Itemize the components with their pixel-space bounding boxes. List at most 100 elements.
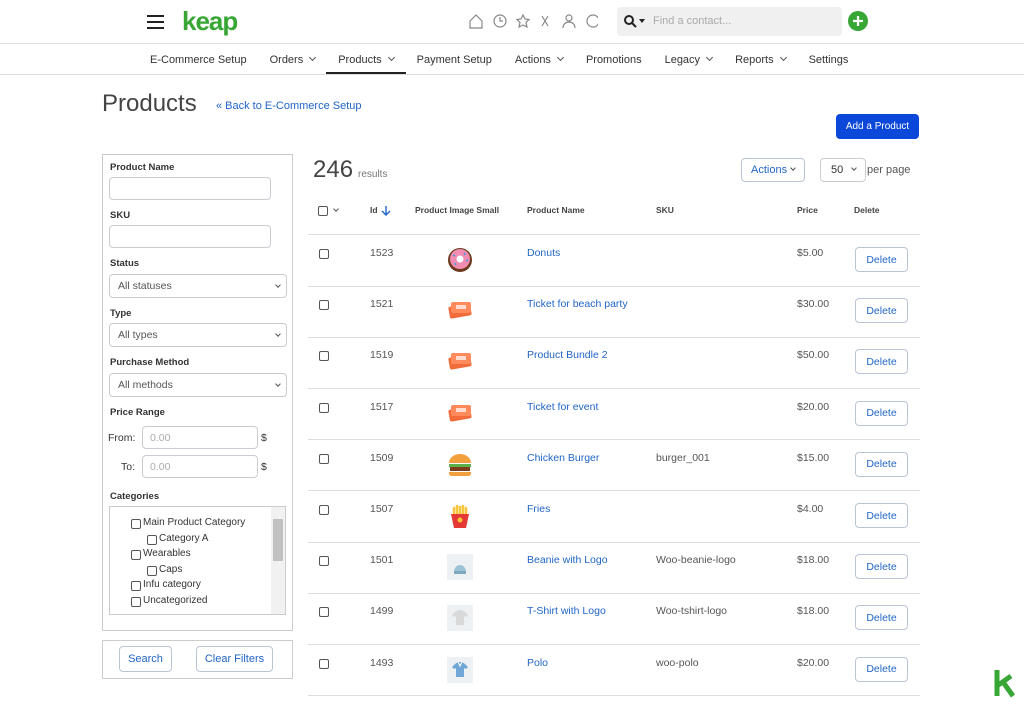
delete-button[interactable]: Delete [855, 349, 908, 375]
product-id: 1501 [370, 554, 394, 567]
nav-item[interactable]: Reports [735, 44, 787, 75]
product-name[interactable]: Donuts [527, 247, 561, 259]
product-name[interactable]: T-Shirt with Logo [527, 605, 606, 618]
product-image [448, 353, 472, 370]
product-id: 1499 [370, 605, 394, 618]
nav-label: Orders [269, 53, 304, 66]
active-underline [326, 72, 406, 74]
checkbox[interactable] [147, 565, 157, 576]
checkbox[interactable] [131, 550, 141, 561]
text-input[interactable] [109, 225, 271, 248]
clear-button[interactable]: Clear Filters [196, 646, 273, 672]
text-input[interactable] [109, 373, 287, 397]
price-placeholder: 0.00 [150, 432, 171, 444]
product-name[interactable]: Ticket for event [527, 400, 599, 413]
filter-label: SKU [110, 210, 131, 221]
back-link[interactable]: « Back to E-Commerce Setup [216, 100, 362, 112]
delete-button[interactable]: Delete [855, 656, 908, 682]
add-button[interactable]: Add a Product [836, 114, 919, 139]
row-divider [308, 387, 920, 389]
delete-button[interactable]: Delete [855, 554, 908, 580]
nav-label: Settings [808, 53, 849, 66]
product-image [447, 605, 473, 632]
logo: keap [182, 6, 238, 36]
scroll-thumb[interactable] [273, 519, 283, 561]
row-divider [308, 336, 920, 338]
delete-button[interactable]: Delete [855, 298, 908, 324]
menu-icon[interactable] [147, 15, 165, 29]
search-button[interactable]: Search [119, 646, 172, 672]
checkbox[interactable] [147, 534, 157, 545]
select-value: All types [118, 329, 158, 341]
result-count: 246 [313, 156, 354, 183]
nav-item[interactable]: Promotions [586, 44, 642, 75]
text-input[interactable] [142, 426, 258, 449]
delete-button[interactable]: Delete [855, 451, 908, 477]
checkbox[interactable] [319, 453, 329, 464]
row-divider [308, 643, 920, 645]
add-icon[interactable] [848, 11, 868, 31]
checkbox[interactable] [319, 556, 329, 567]
checkbox[interactable] [319, 402, 329, 413]
checkbox[interactable] [319, 300, 329, 311]
product-image [448, 248, 472, 272]
text-input[interactable] [109, 274, 287, 298]
checkbox[interactable] [319, 351, 329, 362]
search-box[interactable] [617, 7, 842, 36]
filter-label: Type [110, 308, 132, 319]
chevron [333, 206, 339, 212]
product-price: $18.00 [797, 554, 830, 567]
column-header: Product Image Small [415, 205, 500, 215]
product-image [448, 302, 472, 319]
checkbox[interactable] [319, 658, 329, 669]
nav-item[interactable]: Actions [515, 44, 564, 75]
filter-actions [102, 640, 293, 679]
actions-button[interactable]: Actions [741, 158, 805, 182]
nav-item[interactable]: E-Commerce Setup [150, 44, 247, 75]
product-name[interactable]: Ticket for beach party [527, 298, 628, 311]
checkbox[interactable] [319, 505, 329, 515]
checkbox[interactable] [318, 206, 328, 216]
product-name[interactable]: Polo [527, 656, 549, 669]
select-value: All methods [118, 379, 173, 391]
text-input[interactable] [109, 177, 271, 200]
delete-button[interactable]: Delete [855, 503, 908, 528]
product-price: $20.00 [797, 656, 830, 669]
product-name[interactable]: Chicken Burger [527, 451, 600, 464]
category-label: Main Product Category [143, 517, 246, 528]
checkbox[interactable] [131, 597, 141, 607]
nav-item[interactable]: Orders [269, 44, 317, 75]
search-icon [624, 15, 645, 28]
delete-button[interactable]: Delete [855, 605, 908, 631]
chevron [779, 53, 787, 62]
delete-button[interactable]: Delete [855, 400, 908, 426]
text-input[interactable] [142, 455, 258, 478]
product-price: $30.00 [797, 298, 830, 311]
product-id: 1507 [370, 503, 394, 515]
row-divider [308, 439, 920, 441]
filter-label: Price Range [110, 407, 165, 418]
column-header: Product Name [527, 205, 585, 215]
nav-label: Payment Setup [416, 53, 492, 66]
nav-item[interactable]: Settings [809, 44, 849, 75]
product-price: $20.00 [797, 400, 830, 413]
per-page-select[interactable]: 50 [820, 158, 866, 182]
nav-item[interactable]: Payment Setup [417, 44, 492, 75]
product-name[interactable]: Fries [527, 503, 551, 515]
delete-button[interactable]: Delete [855, 247, 908, 272]
nav-item[interactable]: Legacy [665, 44, 714, 75]
nav-label: Promotions [585, 53, 642, 66]
checkbox[interactable] [131, 581, 141, 592]
nav-item[interactable]: Products [326, 44, 406, 75]
product-id: 1523 [370, 247, 394, 259]
select-value: All statuses [118, 280, 172, 292]
product-name[interactable]: Beanie with Logo [527, 554, 608, 567]
text-input[interactable] [109, 323, 287, 347]
checkbox[interactable] [319, 249, 329, 259]
column-header: SKU [656, 205, 674, 215]
product-name[interactable]: Product Bundle 2 [527, 349, 608, 362]
checkbox[interactable] [319, 607, 329, 618]
checkbox[interactable] [131, 519, 141, 529]
product-image [448, 453, 472, 476]
